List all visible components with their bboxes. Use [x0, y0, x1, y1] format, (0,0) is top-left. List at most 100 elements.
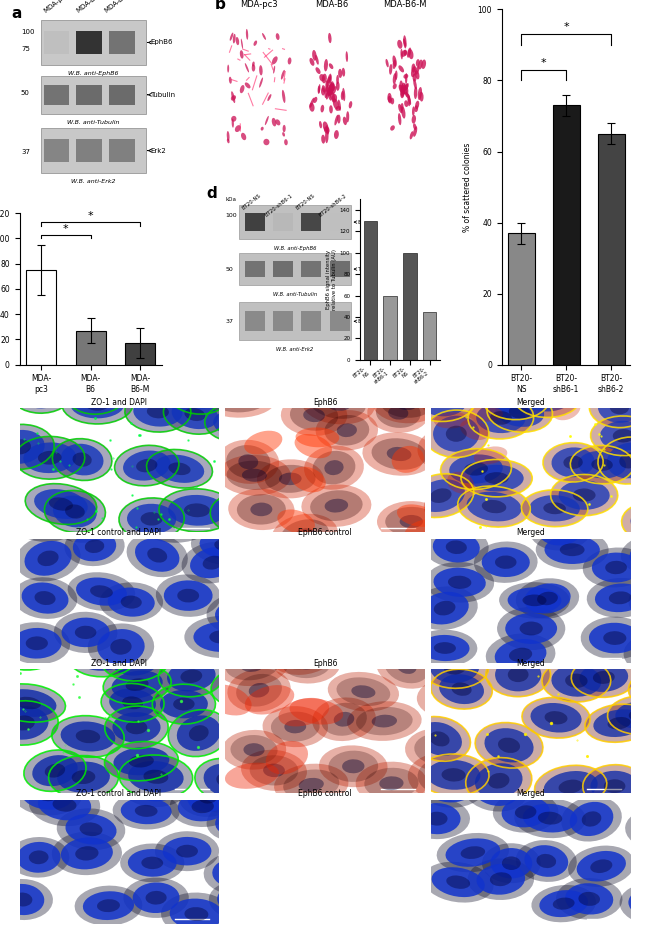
- Ellipse shape: [349, 101, 352, 108]
- Ellipse shape: [294, 528, 315, 543]
- Ellipse shape: [121, 595, 142, 608]
- Ellipse shape: [598, 392, 641, 423]
- Text: 37: 37: [226, 319, 233, 324]
- Ellipse shape: [101, 684, 164, 722]
- Ellipse shape: [629, 709, 650, 721]
- Ellipse shape: [578, 451, 626, 479]
- Ellipse shape: [542, 660, 611, 702]
- Ellipse shape: [416, 59, 420, 66]
- Ellipse shape: [170, 898, 223, 929]
- Ellipse shape: [571, 658, 636, 697]
- Ellipse shape: [114, 445, 179, 486]
- Ellipse shape: [242, 468, 267, 481]
- Ellipse shape: [473, 618, 549, 655]
- Ellipse shape: [73, 532, 116, 562]
- Ellipse shape: [222, 611, 283, 651]
- Ellipse shape: [401, 106, 406, 118]
- Ellipse shape: [149, 510, 203, 537]
- Ellipse shape: [590, 771, 639, 801]
- Ellipse shape: [192, 800, 214, 814]
- Ellipse shape: [400, 85, 406, 94]
- Ellipse shape: [629, 579, 650, 621]
- Ellipse shape: [209, 881, 273, 920]
- Ellipse shape: [333, 99, 339, 109]
- Ellipse shape: [52, 831, 122, 875]
- Ellipse shape: [279, 472, 302, 485]
- Ellipse shape: [458, 486, 530, 527]
- Ellipse shape: [72, 770, 96, 784]
- Ellipse shape: [0, 879, 53, 920]
- Ellipse shape: [419, 378, 488, 421]
- Ellipse shape: [121, 798, 172, 824]
- Ellipse shape: [604, 779, 625, 793]
- Ellipse shape: [215, 785, 238, 799]
- Ellipse shape: [281, 70, 285, 79]
- Ellipse shape: [211, 667, 274, 706]
- Ellipse shape: [226, 649, 280, 680]
- Ellipse shape: [240, 50, 244, 59]
- Ellipse shape: [482, 377, 550, 420]
- Ellipse shape: [644, 548, 650, 561]
- Ellipse shape: [565, 884, 613, 914]
- Ellipse shape: [597, 498, 645, 526]
- Ellipse shape: [493, 791, 558, 832]
- Ellipse shape: [202, 381, 277, 418]
- Ellipse shape: [266, 741, 308, 774]
- Text: 100: 100: [226, 213, 237, 217]
- Ellipse shape: [229, 645, 249, 659]
- Ellipse shape: [415, 101, 419, 109]
- Ellipse shape: [417, 677, 481, 717]
- Ellipse shape: [291, 466, 326, 493]
- Ellipse shape: [91, 648, 115, 662]
- Ellipse shape: [491, 383, 541, 414]
- Ellipse shape: [395, 71, 398, 80]
- Ellipse shape: [263, 763, 285, 777]
- Ellipse shape: [51, 503, 116, 543]
- Bar: [41, 128, 146, 174]
- Ellipse shape: [615, 614, 650, 655]
- Ellipse shape: [404, 519, 443, 543]
- Bar: [41, 20, 146, 65]
- Ellipse shape: [593, 671, 615, 684]
- Ellipse shape: [195, 759, 259, 802]
- Ellipse shape: [632, 773, 650, 801]
- Bar: [239, 204, 351, 240]
- Ellipse shape: [304, 446, 364, 490]
- Ellipse shape: [84, 539, 104, 553]
- Ellipse shape: [638, 627, 650, 641]
- Ellipse shape: [156, 575, 220, 617]
- Ellipse shape: [76, 640, 130, 671]
- Ellipse shape: [161, 893, 232, 933]
- Ellipse shape: [401, 50, 407, 57]
- Ellipse shape: [136, 459, 157, 472]
- Ellipse shape: [122, 696, 143, 709]
- Ellipse shape: [181, 542, 244, 583]
- Ellipse shape: [543, 502, 566, 514]
- Ellipse shape: [193, 771, 260, 814]
- Ellipse shape: [185, 616, 260, 658]
- Ellipse shape: [570, 801, 614, 836]
- Ellipse shape: [408, 97, 411, 106]
- Ellipse shape: [288, 58, 291, 64]
- Ellipse shape: [231, 95, 236, 101]
- Ellipse shape: [461, 846, 485, 859]
- Ellipse shape: [398, 85, 404, 94]
- Ellipse shape: [127, 767, 179, 801]
- Ellipse shape: [73, 453, 92, 466]
- Title: ZO-1 and DAPI: ZO-1 and DAPI: [91, 659, 147, 668]
- Ellipse shape: [475, 763, 523, 799]
- Ellipse shape: [446, 425, 467, 442]
- Ellipse shape: [393, 55, 396, 67]
- Ellipse shape: [265, 465, 316, 493]
- Ellipse shape: [324, 460, 344, 475]
- Ellipse shape: [561, 797, 622, 842]
- Ellipse shape: [475, 722, 543, 768]
- Ellipse shape: [434, 567, 486, 597]
- Ellipse shape: [75, 885, 142, 926]
- Ellipse shape: [318, 84, 320, 93]
- Ellipse shape: [487, 392, 552, 432]
- Ellipse shape: [214, 539, 238, 551]
- Ellipse shape: [216, 644, 289, 686]
- Ellipse shape: [603, 631, 627, 645]
- Ellipse shape: [482, 548, 530, 577]
